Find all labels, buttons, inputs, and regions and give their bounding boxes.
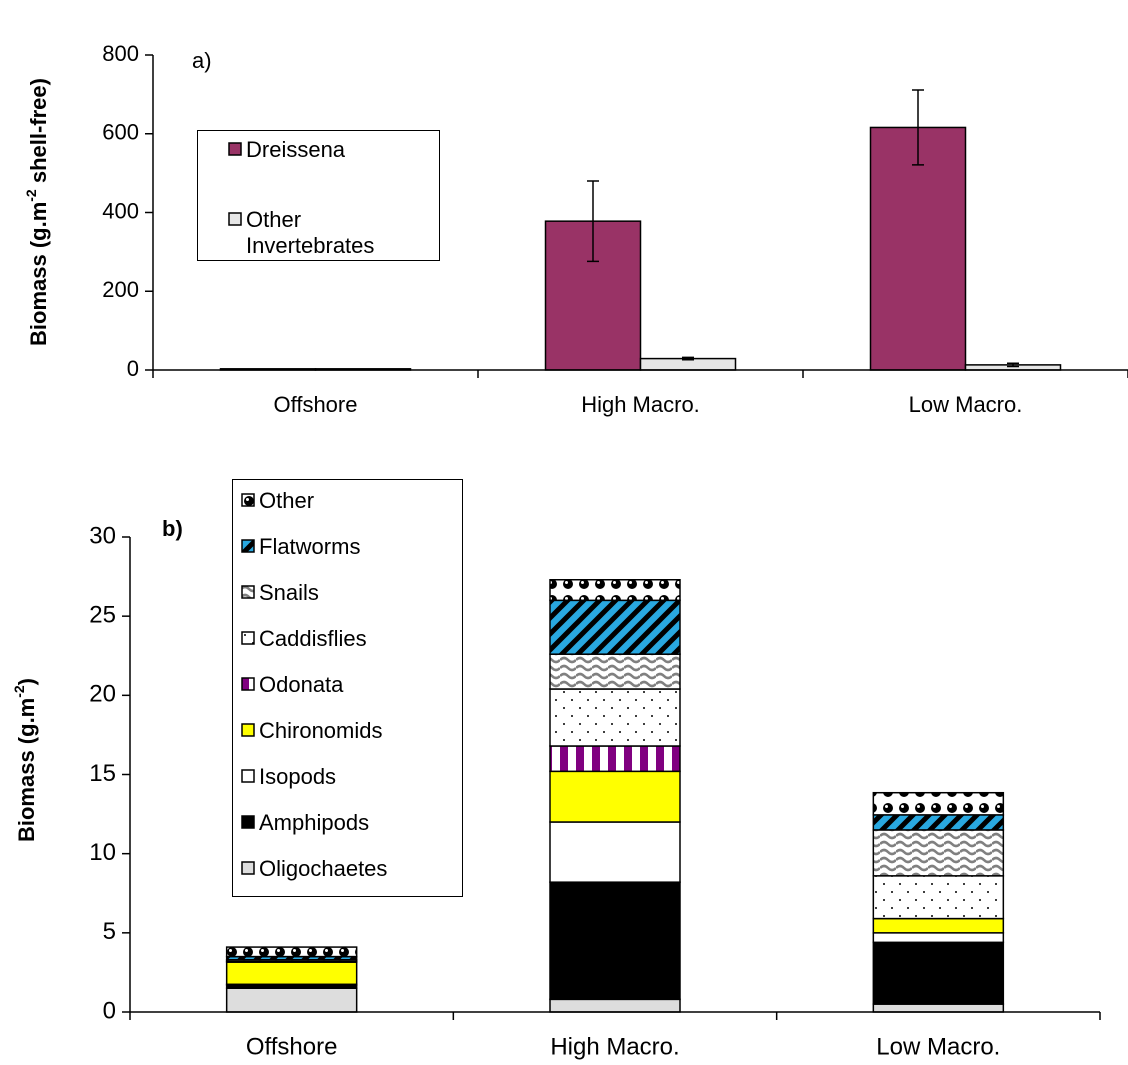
bar [869,126,967,371]
y-label-part: shell-free) [26,78,51,189]
bar-segment [549,998,681,1013]
bar-segment [549,745,681,773]
legend-item: Other [241,488,314,514]
legend-swatch [241,861,255,875]
bar-segment [549,881,681,1001]
y-tick-label: 20 [89,681,116,708]
y-tick-label: 0 [127,356,139,381]
legend-label: Snails [259,580,319,605]
bar-segment [549,599,681,655]
bar-segment [872,875,1005,920]
bar-segment [872,932,1005,944]
y-tick-label: 15 [89,760,116,787]
legend: Other Flatworms Snails Caddisflies Odonata Ch… [232,479,463,897]
bar-segment [225,946,358,958]
y-axis-label: Biomass (g.m-2) [11,678,39,842]
bar-segment [549,821,681,883]
legend-swatch [241,677,255,691]
bar-segment [872,829,1005,877]
legend-item: Flatworms [241,534,360,560]
legend-item: Odonata [241,672,343,698]
x-tick-label: High Macro. [581,392,700,417]
chart-title: b) [162,516,183,541]
bar-segment [872,791,1005,816]
y-label-part: Biomass (g.m [14,698,39,842]
y-tick-label: 25 [89,602,116,629]
y-tick-label: 200 [102,277,139,302]
legend-item: Amphipods [241,810,369,836]
bar-segment [872,1003,1005,1013]
legend-label: Amphipods [259,810,370,835]
legend-label: Dreissena [246,137,346,162]
legend-swatch [241,769,255,783]
bar-segment [549,653,681,690]
legend-label: Caddisflies [259,626,367,651]
legend-label: Other [259,488,315,513]
error-bar [1007,362,1019,368]
error-bar [912,89,924,166]
y-label-part: -2 [11,685,27,698]
bar-segment [872,814,1005,831]
error-bar [587,180,599,263]
y-label-part: Biomass (g.m [26,202,51,346]
bar-segment [225,961,358,986]
legend-swatch [241,631,255,645]
legend-swatch [241,585,255,599]
legend-item: Dreissena [228,137,416,163]
legend-swatch [228,142,242,156]
y-tick-label: 5 [103,918,116,945]
y-label-part: -2 [23,189,39,202]
y-tick-label: 800 [102,41,139,66]
legend-item: Chironomids [241,718,383,744]
legend-label: Flatworms [259,534,361,559]
y-tick-label: 30 [89,522,116,549]
y-label-part: ) [14,678,39,685]
legend-label: Chironomids [259,718,383,743]
legend-label: Odonata [259,672,344,697]
legend-label: Other Invertebrates [246,207,375,258]
chart-title: a) [192,48,212,73]
x-tick-label: Low Macro. [909,392,1023,417]
legend-swatch [241,539,255,553]
x-tick-label: Offshore [274,392,358,417]
y-tick-label: 0 [103,997,116,1024]
legend-item: Oligochaetes [241,856,387,882]
bar-segment [549,770,681,823]
x-tick-label: Low Macro. [876,1033,1000,1060]
legend-swatch [241,493,255,507]
bar-segment [549,579,681,602]
bar-segment [549,688,681,747]
bar-segment [225,987,358,1013]
bar-segment [872,941,1005,1005]
legend-item: Caddisflies [241,626,367,652]
legend: Dreissena Other Invertebrates [197,130,440,261]
x-tick-label: Offshore [246,1033,338,1060]
y-tick-label: 400 [102,198,139,223]
legend-swatch [241,723,255,737]
legend-label: Isopods [259,764,337,789]
legend-swatch [228,212,242,226]
legend-item: Isopods [241,764,336,790]
x-tick-label: High Macro. [550,1033,679,1060]
error-bar [682,356,694,361]
y-tick-label: 10 [89,839,116,866]
bar-segment [872,917,1005,934]
legend-item: Other Invertebrates [228,207,416,259]
y-axis-label: Biomass (g.m-2 shell-free) [23,78,51,346]
legend-label: Oligochaetes [259,856,388,881]
y-tick-label: 600 [102,120,139,145]
legend-swatch [241,815,255,829]
legend-item: Snails [241,580,319,606]
